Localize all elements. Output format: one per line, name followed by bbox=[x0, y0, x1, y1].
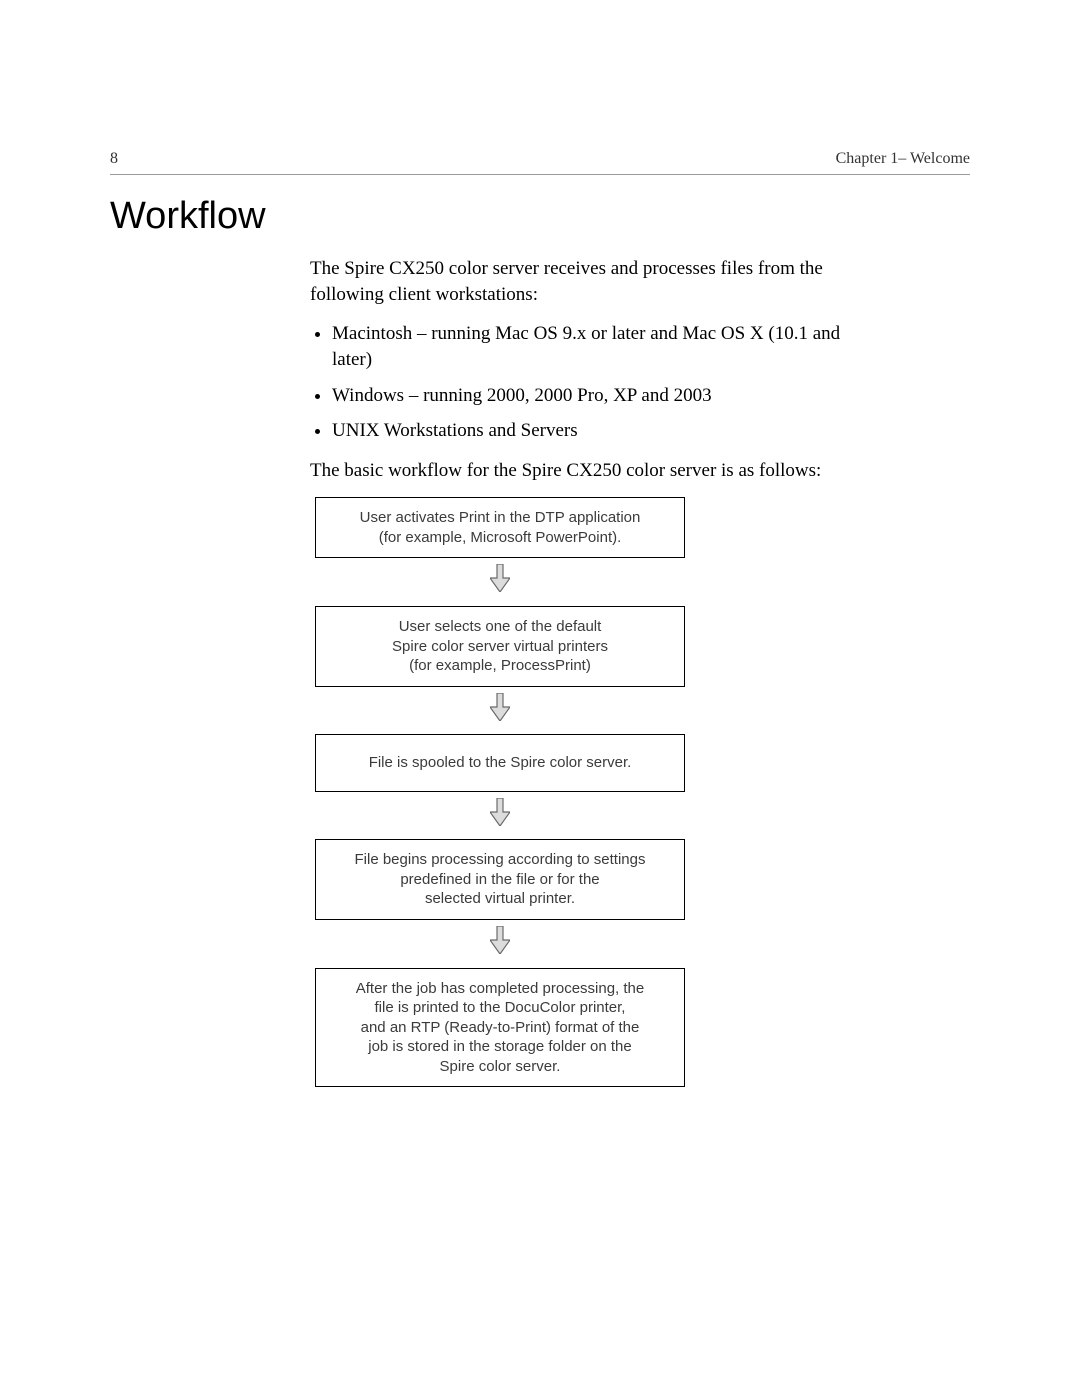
flow-node-line: predefined in the file or for the bbox=[400, 871, 599, 888]
arrow-path bbox=[490, 564, 510, 592]
flow-node-line: and an RTP (Ready-to-Print) format of th… bbox=[361, 1019, 640, 1036]
flow-node-4: File begins processing according to sett… bbox=[315, 839, 685, 920]
flow-arrow-icon bbox=[490, 926, 510, 962]
flow-arrow-icon bbox=[490, 693, 510, 729]
arrow-path bbox=[490, 693, 510, 721]
flow-arrow-icon bbox=[490, 564, 510, 600]
page: 8 Chapter 1– Welcome Workflow The Spire … bbox=[0, 0, 1080, 1397]
workflow-flowchart: User activates Print in the DTP applicat… bbox=[310, 497, 690, 1087]
page-header: 8 Chapter 1– Welcome bbox=[110, 150, 970, 175]
flow-node-line: job is stored in the storage folder on t… bbox=[368, 1038, 632, 1055]
arrow-path bbox=[490, 798, 510, 826]
flow-node-line: Spire color server virtual printers bbox=[392, 638, 608, 655]
arrow-path bbox=[490, 926, 510, 954]
list-item: Macintosh – running Mac OS 9.x or later … bbox=[332, 321, 870, 372]
flow-node-line: (for example, ProcessPrint) bbox=[409, 657, 591, 674]
flow-node-line: (for example, Microsoft PowerPoint). bbox=[379, 529, 622, 546]
flow-node-line: After the job has completed processing, … bbox=[356, 980, 645, 997]
workstation-list: Macintosh – running Mac OS 9.x or later … bbox=[310, 321, 870, 444]
page-number: 8 bbox=[110, 150, 118, 168]
list-item: Windows – running 2000, 2000 Pro, XP and… bbox=[332, 383, 870, 409]
list-item: UNIX Workstations and Servers bbox=[332, 418, 870, 444]
flow-node-line: file is printed to the DocuColor printer… bbox=[375, 999, 626, 1016]
flow-arrow-icon bbox=[490, 798, 510, 834]
flow-node-2: User selects one of the default Spire co… bbox=[315, 606, 685, 687]
chapter-label: Chapter 1– Welcome bbox=[836, 150, 970, 168]
flow-node-line: selected virtual printer. bbox=[425, 890, 575, 907]
flow-node-5: After the job has completed processing, … bbox=[315, 968, 685, 1088]
flow-node-1: User activates Print in the DTP applicat… bbox=[315, 497, 685, 558]
body-column: The Spire CX250 color server receives an… bbox=[310, 256, 870, 1087]
flow-node-line: User activates Print in the DTP applicat… bbox=[360, 509, 641, 526]
intro-paragraph: The Spire CX250 color server receives an… bbox=[310, 256, 870, 307]
section-title: Workflow bbox=[110, 195, 970, 238]
flow-node-line: File begins processing according to sett… bbox=[355, 851, 646, 868]
flow-node-3: File is spooled to the Spire color serve… bbox=[315, 734, 685, 792]
lead-out-paragraph: The basic workflow for the Spire CX250 c… bbox=[310, 458, 870, 484]
flow-node-line: User selects one of the default bbox=[399, 618, 602, 635]
flow-node-line: Spire color server. bbox=[440, 1058, 561, 1075]
flow-node-line: File is spooled to the Spire color serve… bbox=[369, 754, 632, 771]
